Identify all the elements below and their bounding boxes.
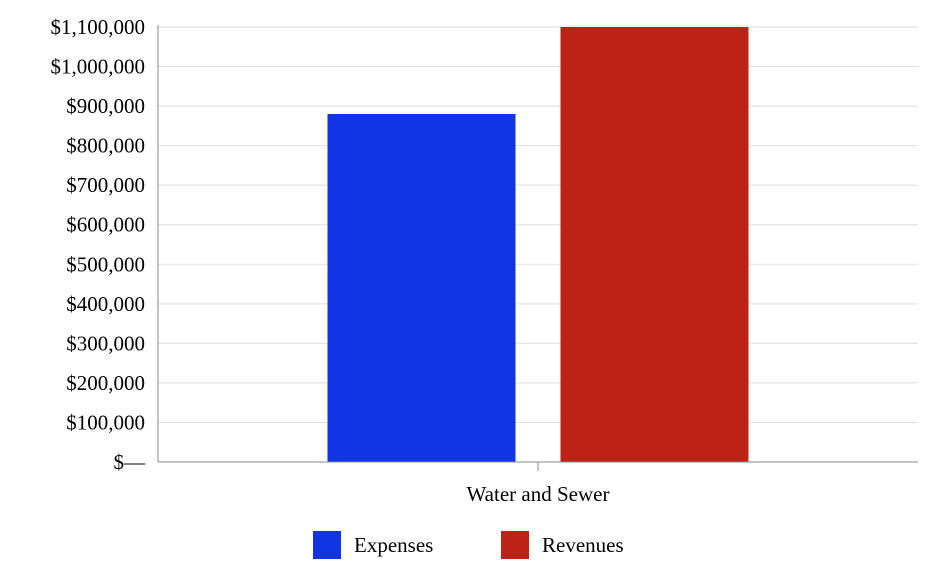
legend-label-expenses: Expenses (354, 533, 433, 557)
y-tick-label: $100,000 (66, 410, 145, 434)
y-tick-label: $1,000,000 (51, 55, 146, 79)
bar-revenues[interactable] (560, 27, 749, 462)
y-axis-ticks: $— $100,000 $200,000 $300,000 $400,000 $500,0… (51, 15, 147, 474)
x-category-label: Water and Sewer (467, 482, 610, 506)
bar-expenses[interactable] (327, 114, 516, 462)
legend: Expenses Revenues (313, 531, 624, 559)
axes (157, 25, 918, 471)
y-tick-label: $800,000 (66, 134, 145, 158)
y-tick-label: $200,000 (66, 371, 145, 395)
y-tick-label: $600,000 (66, 213, 145, 237)
y-tick-label: $300,000 (66, 331, 145, 355)
y-tick-label: $500,000 (66, 252, 145, 276)
x-axis-categories: Water and Sewer (467, 482, 610, 506)
bars (327, 27, 749, 462)
y-tick-label: $1,100,000 (51, 15, 146, 39)
grid-lines (158, 26, 918, 423)
y-tick-label: $— (114, 450, 147, 474)
legend-swatch-revenues (501, 531, 529, 559)
y-tick-label: $700,000 (66, 173, 145, 197)
y-tick-label: $900,000 (66, 94, 145, 118)
y-tick-label: $400,000 (66, 292, 145, 316)
legend-label-revenues: Revenues (542, 533, 624, 557)
legend-swatch-expenses (313, 531, 341, 559)
